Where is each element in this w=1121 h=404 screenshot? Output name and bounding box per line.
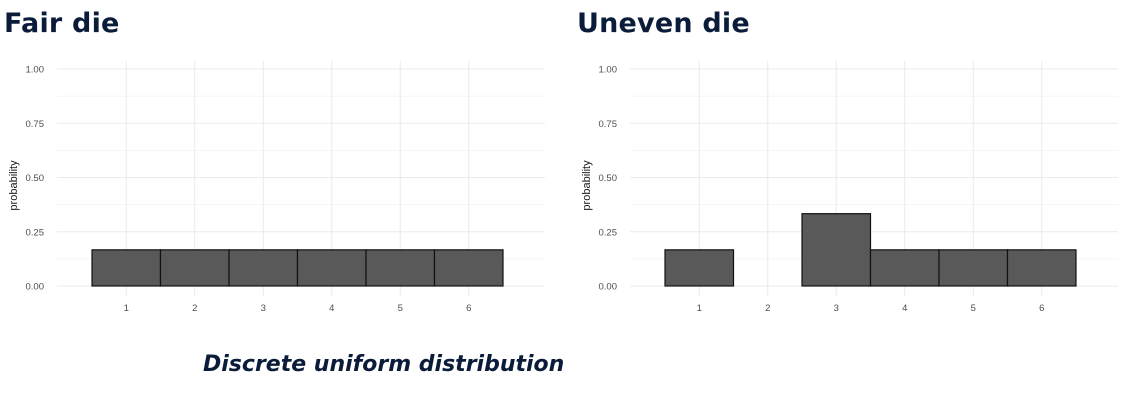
y-tick-label: 0.25 (599, 227, 618, 238)
x-tick-label: 1 (124, 303, 129, 314)
figure-caption: Discrete uniform distribution (203, 352, 565, 377)
x-tick-label: 2 (192, 303, 197, 314)
y-tick-label: 0.50 (26, 173, 45, 184)
y-axis-label: probability (8, 160, 20, 211)
bar-5 (938, 249, 1009, 287)
y-tick-label: 0.75 (599, 119, 618, 130)
y-tick-label: 0.25 (26, 227, 45, 238)
chart-title-fair-die: Fair die (4, 8, 120, 39)
bar-3 (801, 213, 872, 287)
x-tick-label: 4 (329, 303, 334, 314)
x-tick-label: 5 (971, 303, 976, 314)
y-tick-label: 0.00 (599, 282, 618, 293)
chart-title-uneven-die: Uneven die (577, 8, 750, 39)
x-tick-label: 3 (261, 303, 266, 314)
x-tick-label: 4 (902, 303, 907, 314)
bar-6 (433, 249, 504, 287)
y-tick-label: 1.00 (26, 65, 45, 76)
bar-5 (365, 249, 436, 287)
bar-1 (91, 249, 162, 287)
x-tick-label: 2 (765, 303, 770, 314)
x-tick-label: 1 (697, 303, 702, 314)
y-tick-label: 0.00 (26, 282, 45, 293)
y-tick-label: 0.50 (599, 173, 618, 184)
bar-2 (159, 249, 230, 287)
y-axis-label: probability (581, 160, 593, 211)
uneven-die-chart: 0.00 0.25 0.50 0.75 1.00 1 2 3 4 5 6 probability (581, 61, 1118, 314)
y-tick-label: 0.75 (26, 119, 45, 130)
bar-1 (664, 249, 735, 287)
x-tick-label: 3 (834, 303, 839, 314)
y-tick-label: 1.00 (599, 65, 618, 76)
x-tick-label: 6 (1039, 303, 1044, 314)
bar-6 (1006, 249, 1077, 287)
x-tick-label: 5 (398, 303, 403, 314)
bar-3 (228, 249, 299, 287)
fair-die-chart: 0.00 0.25 0.50 0.75 1.00 1 2 3 4 5 6 probability (8, 61, 545, 314)
bar-4 (296, 249, 367, 287)
x-tick-label: 6 (466, 303, 471, 314)
bar-4 (869, 249, 940, 287)
